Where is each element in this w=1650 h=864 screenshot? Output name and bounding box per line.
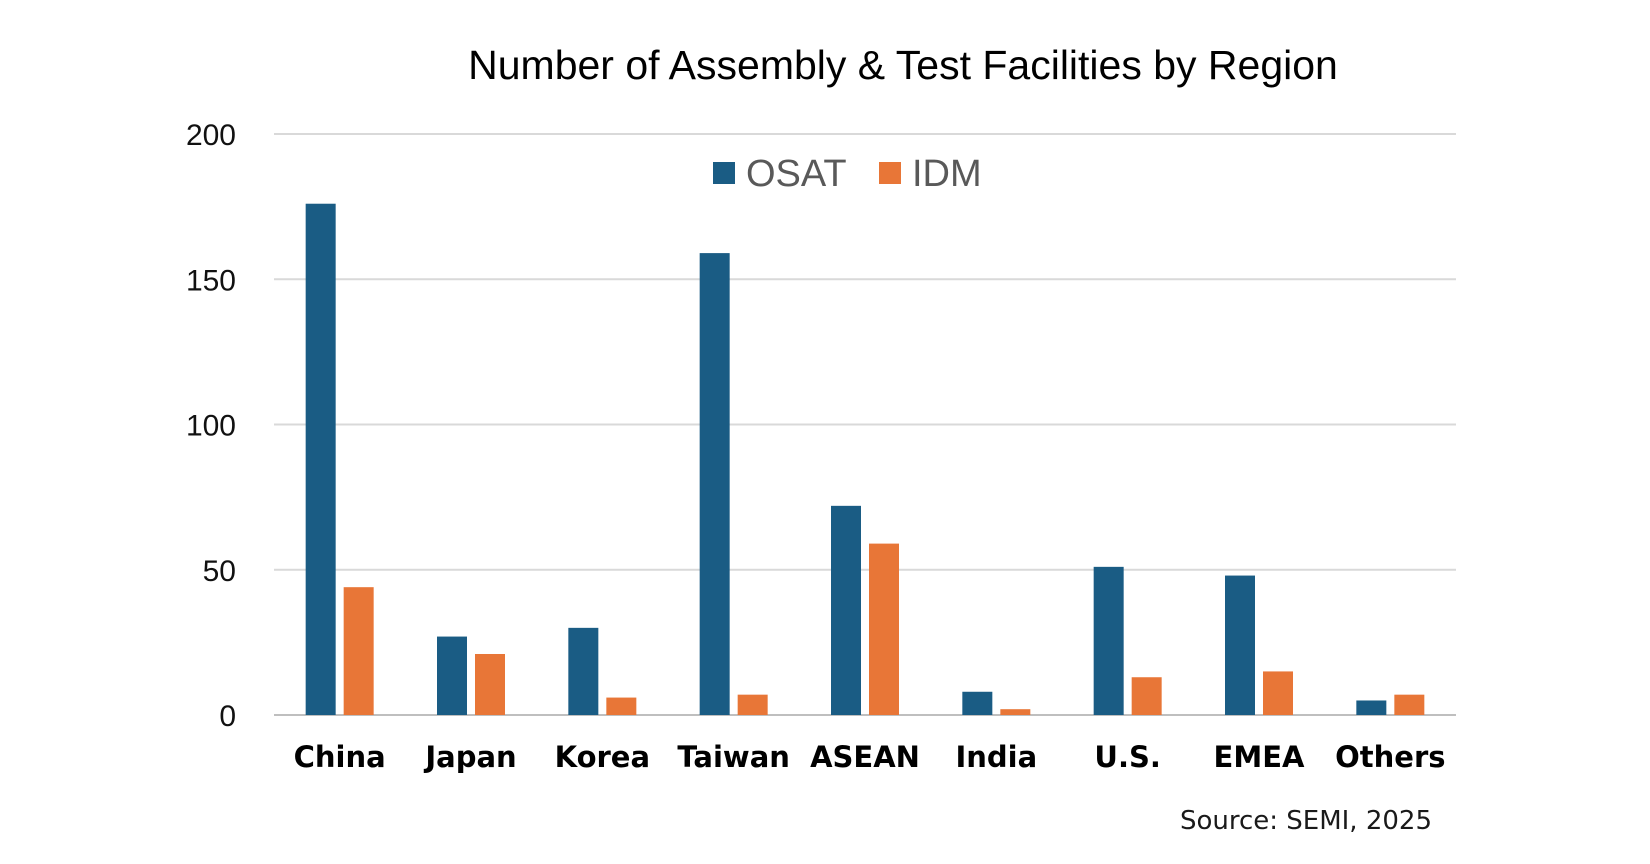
x-tick-label: Others bbox=[1335, 740, 1445, 774]
chart-title: Number of Assembly & Test Facilities by … bbox=[468, 42, 1338, 88]
legend-swatch-osat bbox=[713, 162, 735, 184]
x-tick-label: Korea bbox=[555, 740, 650, 774]
y-tick-label: 50 bbox=[203, 555, 236, 588]
bar-osat-china bbox=[305, 203, 336, 715]
bar-osat-india bbox=[962, 691, 993, 715]
bar-osat-korea bbox=[568, 627, 599, 715]
bar-osat-taiwan bbox=[699, 253, 730, 716]
legend-label-osat: OSAT bbox=[746, 153, 847, 195]
bar-idm-china bbox=[343, 587, 374, 715]
y-tick-label: 0 bbox=[219, 700, 236, 733]
x-tick-label: EMEA bbox=[1214, 740, 1305, 774]
bar-osat-others bbox=[1356, 700, 1387, 715]
bar-idm-taiwan bbox=[737, 694, 768, 715]
gridlines bbox=[274, 133, 1456, 716]
legend-label-idm: IDM bbox=[912, 153, 982, 195]
x-tick-label: U.S. bbox=[1094, 740, 1160, 774]
legend: OSAT IDM bbox=[713, 153, 982, 195]
bar-osat-emea bbox=[1225, 575, 1255, 715]
legend-swatch-idm bbox=[879, 162, 901, 184]
y-tick-label: 100 bbox=[186, 410, 236, 443]
x-tick-label: ASEAN bbox=[810, 740, 920, 774]
source-note: Source: SEMI, 2025 bbox=[1180, 806, 1432, 836]
x-tick-label: Taiwan bbox=[677, 740, 790, 774]
bar-idm-india bbox=[1000, 709, 1031, 715]
bar-idm-japan bbox=[475, 653, 505, 715]
bar-idm-emea bbox=[1263, 671, 1293, 715]
x-tick-label: India bbox=[955, 740, 1037, 774]
x-axis: China Japan Korea Taiwan ASEAN India U.S. EMEA O… bbox=[294, 740, 1446, 774]
y-tick-label: 200 bbox=[186, 119, 236, 152]
bar-osat-asean bbox=[831, 505, 861, 715]
bar-idm-korea bbox=[606, 697, 637, 715]
y-tick-label: 150 bbox=[186, 264, 236, 297]
bar-osat-us bbox=[1093, 566, 1124, 715]
bar-idm-us bbox=[1131, 677, 1162, 715]
y-axis: 0 50 100 150 200 bbox=[186, 119, 236, 733]
x-tick-label: Japan bbox=[423, 740, 516, 774]
bars bbox=[305, 203, 1425, 716]
bar-osat-japan bbox=[437, 636, 467, 715]
x-tick-label: China bbox=[294, 740, 386, 774]
bar-idm-asean bbox=[869, 543, 899, 715]
bar-idm-others bbox=[1394, 694, 1425, 715]
